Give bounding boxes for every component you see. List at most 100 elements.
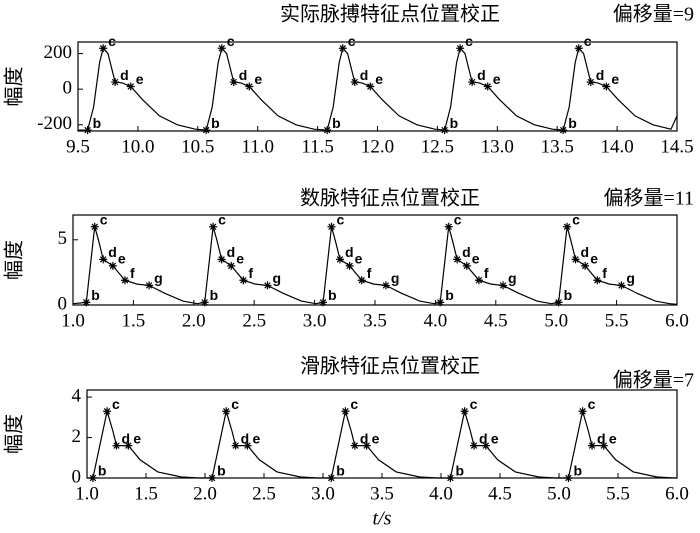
feature-point <box>593 276 602 285</box>
feature-label: g <box>391 270 400 286</box>
feature-label: d <box>120 67 129 83</box>
x-tick-label: 9.5 <box>66 136 90 157</box>
feature-point <box>227 261 236 270</box>
feature-point <box>239 276 248 285</box>
y-axis-label: 幅度 <box>3 414 26 454</box>
feature-label: b <box>91 287 100 303</box>
x-tick-label: 12.0 <box>361 136 394 157</box>
feature-label: c <box>100 211 108 227</box>
feature-label: f <box>484 265 489 281</box>
x-tick-label: 14.5 <box>660 136 693 157</box>
x-tick-label: 3.0 <box>303 310 327 331</box>
feature-label: e <box>118 251 126 267</box>
feature-label: c <box>588 396 596 412</box>
x-tick-label: 2.5 <box>242 310 266 331</box>
y-tick-label: 0 <box>58 293 68 314</box>
feature-point <box>83 126 92 135</box>
feature-point <box>357 276 366 285</box>
x-tick-label: 11.5 <box>301 136 334 157</box>
x-tick-label: 5.0 <box>547 483 571 504</box>
feature-point <box>456 44 465 53</box>
feature-point <box>366 82 375 91</box>
feature-label: b <box>568 115 577 131</box>
feature-point <box>217 44 226 53</box>
feature-label: e <box>590 251 598 267</box>
feature-label: b <box>573 463 582 479</box>
x-tick-label: 1.5 <box>122 310 146 331</box>
feature-point <box>581 261 590 270</box>
waveform <box>87 411 677 479</box>
y-tick-label: 200 <box>44 42 73 63</box>
feature-label: e <box>375 71 383 87</box>
feature-point <box>231 441 240 450</box>
x-tick-label: 2.0 <box>193 483 217 504</box>
feature-label: e <box>609 430 617 446</box>
feature-label: c <box>231 396 239 412</box>
x-tick-label: 4.0 <box>424 310 448 331</box>
feature-label: g <box>508 270 517 286</box>
feature-point <box>440 126 449 135</box>
feature-label: b <box>328 287 337 303</box>
x-tick-label: 5.5 <box>605 310 629 331</box>
feature-point <box>499 281 508 290</box>
feature-point <box>350 78 359 87</box>
y-tick-label: 2 <box>72 426 82 447</box>
feature-label: e <box>355 251 363 267</box>
feature-label: e <box>491 430 499 446</box>
feature-label: b <box>455 463 464 479</box>
feature-point <box>599 441 608 450</box>
x-tick-label: 13.5 <box>541 136 574 157</box>
annotation: 偏移量=9 <box>613 3 694 26</box>
x-tick-label: 10.0 <box>121 136 154 157</box>
x-tick-label: 11.0 <box>241 136 274 157</box>
feature-label: b <box>98 463 107 479</box>
feature-point <box>111 78 120 87</box>
feature-point <box>263 281 272 290</box>
x-axis-label: t/s <box>373 508 392 530</box>
feature-point <box>460 407 469 416</box>
feature-label: g <box>272 270 281 286</box>
feature-point <box>462 261 471 270</box>
feature-point <box>120 276 129 285</box>
chart-title: 实际脉搏特征点位置校正 <box>280 3 500 26</box>
feature-label: d <box>345 244 354 260</box>
feature-point <box>578 407 587 416</box>
feature-label: d <box>597 430 606 446</box>
feature-label: d <box>360 430 369 446</box>
feature-point <box>436 298 445 307</box>
x-tick-label: 1.0 <box>75 483 99 504</box>
feature-point <box>202 126 211 135</box>
x-tick-label: 2.5 <box>252 483 276 504</box>
feature-point <box>453 255 462 264</box>
feature-label: b <box>564 287 573 303</box>
y-tick-label: -200 <box>37 113 72 134</box>
feature-label: d <box>462 244 471 260</box>
x-tick-label: 1.5 <box>134 483 158 504</box>
feature-label: c <box>337 211 345 227</box>
feature-label: b <box>217 463 226 479</box>
feature-point <box>82 298 91 307</box>
feature-label: d <box>108 244 117 260</box>
y-tick-label: 4 <box>72 385 82 406</box>
annotation: 偏移量=11 <box>603 187 694 210</box>
x-tick-label: 3.5 <box>363 310 387 331</box>
feature-label: b <box>332 115 341 131</box>
feature-point <box>338 44 347 53</box>
feature-label: d <box>239 67 248 83</box>
x-tick-label: 4.0 <box>429 483 453 504</box>
y-tick-label: 5 <box>58 228 68 249</box>
feature-point <box>90 222 99 231</box>
feature-label: d <box>479 430 488 446</box>
feature-point <box>319 298 328 307</box>
feature-label: d <box>360 67 369 83</box>
feature-point <box>245 82 254 91</box>
feature-point <box>108 261 117 270</box>
chart-title: 滑脉特征点位置校正 <box>300 355 480 378</box>
feature-point <box>350 441 359 450</box>
feature-point <box>602 82 611 91</box>
feature-label: d <box>581 244 590 260</box>
feature-point <box>483 82 492 91</box>
waveform <box>78 46 678 131</box>
feature-label: c <box>348 33 356 49</box>
